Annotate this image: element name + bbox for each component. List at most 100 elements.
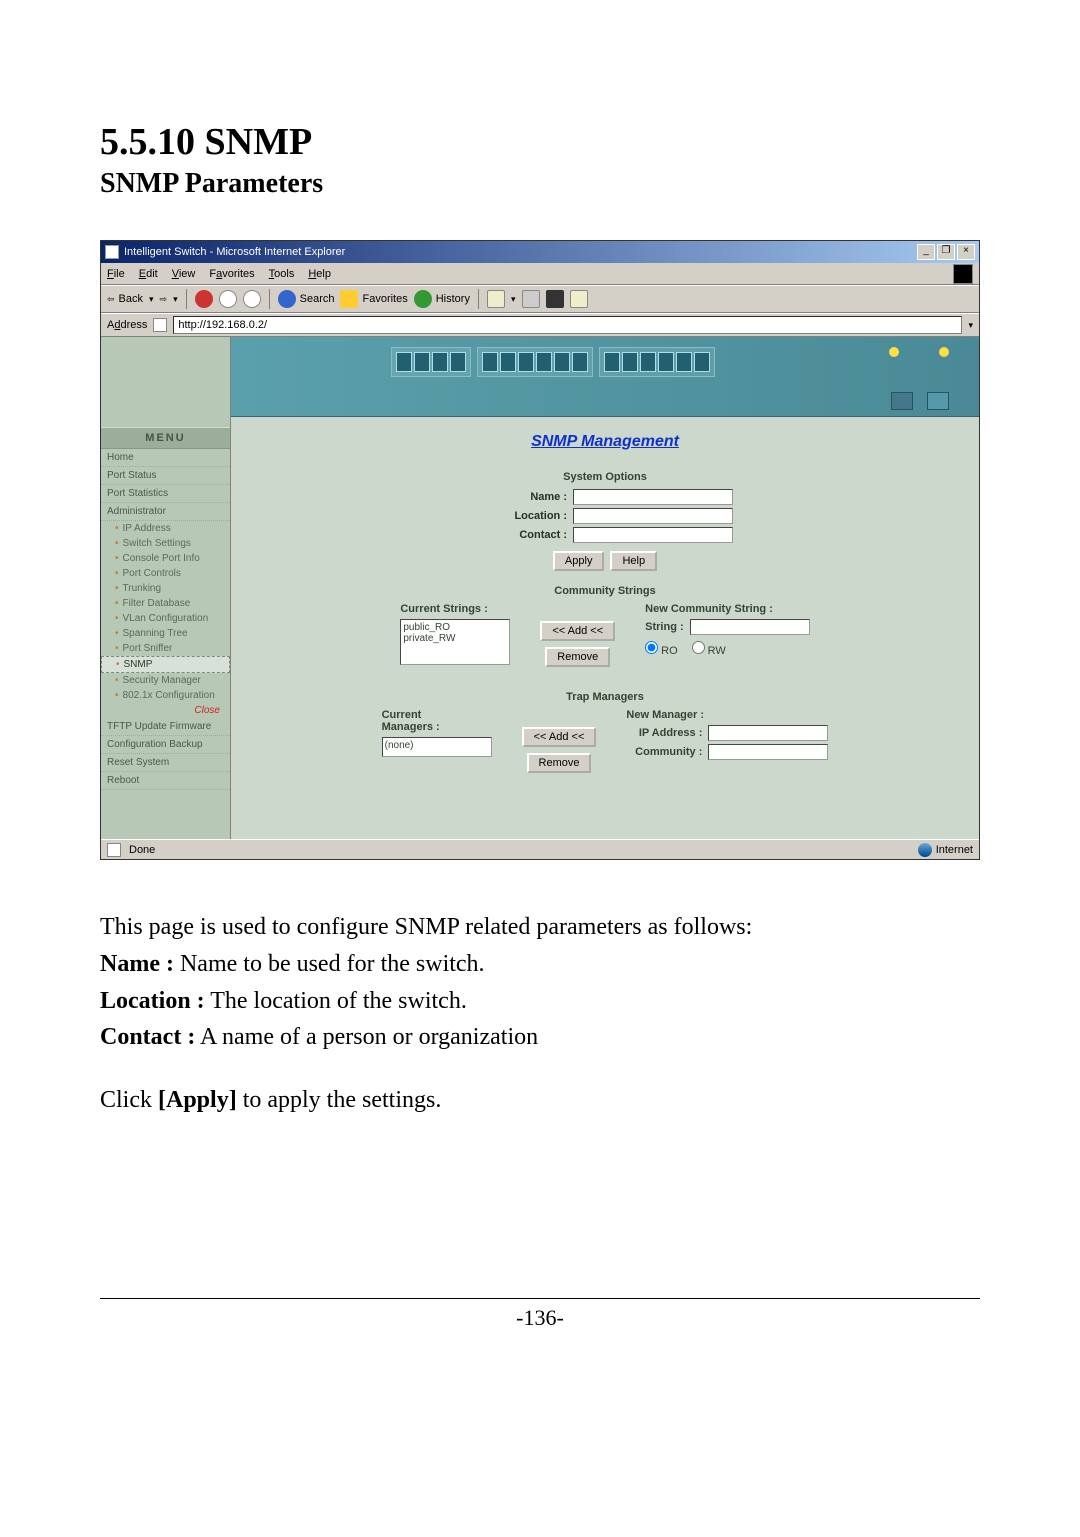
- contact-param-desc: A name of a person or organization: [195, 1024, 538, 1050]
- community-label: Community :: [626, 746, 702, 758]
- forward-dropdown[interactable]: ▾: [173, 294, 178, 305]
- menu-edit[interactable]: Edit: [139, 268, 158, 280]
- search-button[interactable]: Search: [278, 290, 335, 308]
- sidebar-item-spanning-tree[interactable]: •Spanning Tree: [101, 626, 230, 641]
- document-body: This page is used to configure SNMP rela…: [100, 910, 980, 1118]
- add-manager-button[interactable]: << Add <<: [522, 727, 597, 747]
- maximize-button[interactable]: ❐: [937, 244, 955, 260]
- history-icon: [414, 290, 432, 308]
- close-button[interactable]: ×: [957, 244, 975, 260]
- sidebar-item-home[interactable]: Home: [101, 449, 230, 467]
- system-options-header: System Options: [251, 471, 959, 483]
- remove-manager-button[interactable]: Remove: [527, 753, 592, 773]
- new-community-string-label: New Community String :: [645, 603, 810, 615]
- ie-throbber-icon: [953, 264, 973, 284]
- sidebar-item-vlan-config[interactable]: •VLan Configuration: [101, 611, 230, 626]
- menu-bar: File Edit View Favorites Tools Help: [101, 263, 979, 285]
- community-strings-header: Community Strings: [251, 585, 959, 597]
- stop-icon[interactable]: [195, 290, 213, 308]
- section-number: 5.5.10 SNMP: [100, 120, 980, 164]
- new-manager-label: New Manager :: [626, 709, 828, 721]
- back-dropdown[interactable]: ▾: [149, 294, 154, 305]
- page-number: -136-: [100, 1298, 980, 1331]
- sidebar-item-reset-system[interactable]: Reset System: [101, 754, 230, 772]
- sidebar-item-port-sniffer[interactable]: •Port Sniffer: [101, 641, 230, 656]
- favorites-icon: [340, 290, 358, 308]
- print-icon[interactable]: [522, 290, 540, 308]
- sidebar-item-8021x-config[interactable]: •802.1x Configuration: [101, 688, 230, 703]
- sidebar-item-tftp-update[interactable]: TFTP Update Firmware: [101, 718, 230, 736]
- sidebar-item-port-controls[interactable]: •Port Controls: [101, 566, 230, 581]
- rw-radio[interactable]: RW: [692, 641, 726, 657]
- address-dropdown[interactable]: ▾: [968, 320, 973, 331]
- list-item[interactable]: private_RW: [403, 633, 507, 644]
- list-item[interactable]: public_RO: [403, 622, 507, 633]
- sidebar-item-config-backup[interactable]: Configuration Backup: [101, 736, 230, 754]
- history-button[interactable]: History: [414, 290, 470, 308]
- menu-file[interactable]: File: [107, 268, 125, 280]
- sidebar-close[interactable]: Close: [101, 703, 230, 718]
- mail-icon[interactable]: [487, 290, 505, 308]
- security-zone: Internet: [918, 843, 973, 857]
- sidebar-item-filter-database[interactable]: •Filter Database: [101, 596, 230, 611]
- sidebar-item-administrator[interactable]: Administrator: [101, 503, 230, 521]
- page-icon: [153, 318, 167, 332]
- internet-icon: [918, 843, 932, 857]
- sidebar-item-reboot[interactable]: Reboot: [101, 772, 230, 790]
- minimize-button[interactable]: _: [917, 244, 935, 260]
- remove-community-button[interactable]: Remove: [545, 647, 610, 667]
- current-managers-listbox[interactable]: (none): [382, 737, 492, 757]
- address-label: Address: [107, 319, 147, 331]
- apply-post: to apply the settings.: [237, 1087, 442, 1113]
- sidebar-item-port-statistics[interactable]: Port Statistics: [101, 485, 230, 503]
- search-icon: [278, 290, 296, 308]
- sidebar-item-security-manager[interactable]: •Security Manager: [101, 673, 230, 688]
- apply-button[interactable]: Apply: [553, 551, 605, 571]
- status-block-icon: [891, 392, 913, 410]
- location-param-label: Location :: [100, 988, 205, 1014]
- forward-button[interactable]: ⇨: [160, 294, 168, 305]
- home-icon[interactable]: [243, 290, 261, 308]
- refresh-icon[interactable]: [219, 290, 237, 308]
- edit-icon[interactable]: [546, 290, 564, 308]
- sidebar-item-switch-settings[interactable]: •Switch Settings: [101, 536, 230, 551]
- menu-tools[interactable]: Tools: [269, 268, 295, 280]
- location-input[interactable]: [573, 508, 733, 524]
- sidebar-item-console-port-info[interactable]: •Console Port Info: [101, 551, 230, 566]
- page-title: SNMP Management: [251, 433, 959, 451]
- back-button[interactable]: ⇦Back: [107, 293, 143, 305]
- trap-managers-header: Trap Managers: [251, 691, 959, 703]
- current-strings-listbox[interactable]: public_RO private_RW: [400, 619, 510, 665]
- address-input[interactable]: [173, 316, 962, 334]
- ro-radio[interactable]: RO: [645, 641, 678, 657]
- add-community-button[interactable]: << Add <<: [540, 621, 615, 641]
- discuss-icon[interactable]: [570, 290, 588, 308]
- sidebar-item-ip-address[interactable]: •IP Address: [101, 521, 230, 536]
- menu-help[interactable]: Help: [308, 268, 331, 280]
- ip-address-label: IP Address :: [626, 727, 702, 739]
- name-label: Name :: [477, 491, 567, 503]
- section-subtitle: SNMP Parameters: [100, 168, 980, 200]
- string-input[interactable]: [690, 619, 810, 635]
- window-title: Intelligent Switch - Microsoft Internet …: [124, 246, 345, 258]
- done-icon: [107, 843, 121, 857]
- contact-param-label: Contact :: [100, 1024, 195, 1050]
- sidebar-item-snmp[interactable]: •SNMP: [101, 656, 230, 673]
- mail-dropdown[interactable]: ▾: [511, 294, 516, 305]
- ip-address-input[interactable]: [708, 725, 828, 741]
- led-icon: [889, 347, 899, 357]
- status-text: Done: [129, 844, 155, 856]
- menu-view[interactable]: View: [172, 268, 196, 280]
- community-input[interactable]: [708, 744, 828, 760]
- intro-text: This page is used to configure SNMP rela…: [100, 910, 980, 945]
- sidebar-item-trunking[interactable]: •Trunking: [101, 581, 230, 596]
- sidebar-item-port-status[interactable]: Port Status: [101, 467, 230, 485]
- contact-label: Contact :: [477, 529, 567, 541]
- contact-input[interactable]: [573, 527, 733, 543]
- name-input[interactable]: [573, 489, 733, 505]
- help-button[interactable]: Help: [610, 551, 657, 571]
- main-content: SNMP Management System Options Name : Lo…: [231, 337, 979, 839]
- favorites-button[interactable]: Favorites: [340, 290, 407, 308]
- menu-favorites[interactable]: Favorites: [209, 268, 254, 280]
- status-block-icon: [927, 392, 949, 410]
